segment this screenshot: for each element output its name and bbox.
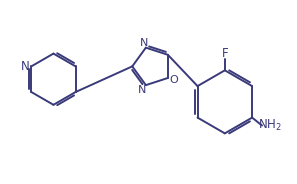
Text: NH$_2$: NH$_2$ bbox=[258, 118, 282, 133]
Text: O: O bbox=[169, 75, 178, 85]
Text: F: F bbox=[222, 47, 228, 60]
Text: N: N bbox=[21, 60, 30, 73]
Text: N: N bbox=[138, 85, 146, 95]
Text: N: N bbox=[140, 38, 148, 48]
